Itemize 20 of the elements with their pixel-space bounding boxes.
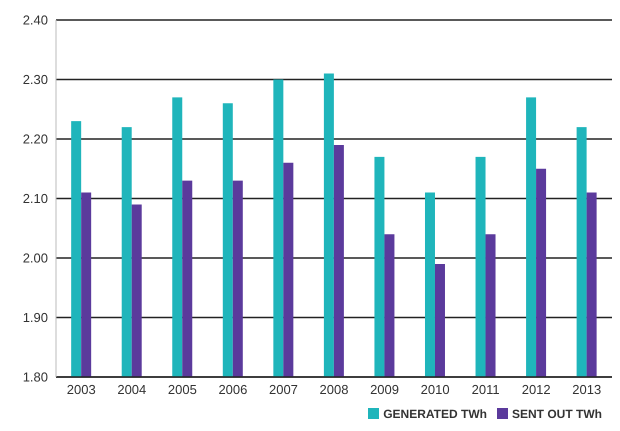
x-tick-label: 2009 xyxy=(370,382,400,398)
x-tick-label: 2005 xyxy=(168,382,197,398)
x-tick-label: 2004 xyxy=(117,382,146,398)
x-tick-label: 2011 xyxy=(472,382,500,398)
x-tick-label: 2013 xyxy=(572,382,602,398)
y-tick-label: 2.40 xyxy=(22,12,48,28)
legend-label: SENT OUT TWh xyxy=(512,407,602,421)
x-tick-label: 2008 xyxy=(320,382,348,398)
x-tick-label: 2012 xyxy=(522,382,551,398)
y-tick-label: 2.10 xyxy=(22,191,48,206)
x-tick-label: 2010 xyxy=(420,382,450,398)
x-tick-label: 2003 xyxy=(66,382,96,398)
y-tick-label: 1.90 xyxy=(22,310,48,326)
y-tick-label: 1.80 xyxy=(22,370,48,385)
legend-label: GENERATED TWh xyxy=(383,407,487,421)
y-tick-label: 2.00 xyxy=(22,250,48,266)
x-tick-label: 2006 xyxy=(218,382,248,398)
x-tick-label: 2007 xyxy=(268,382,298,398)
y-tick-label: 2.30 xyxy=(22,72,48,88)
y-tick-label: 2.20 xyxy=(22,132,48,147)
